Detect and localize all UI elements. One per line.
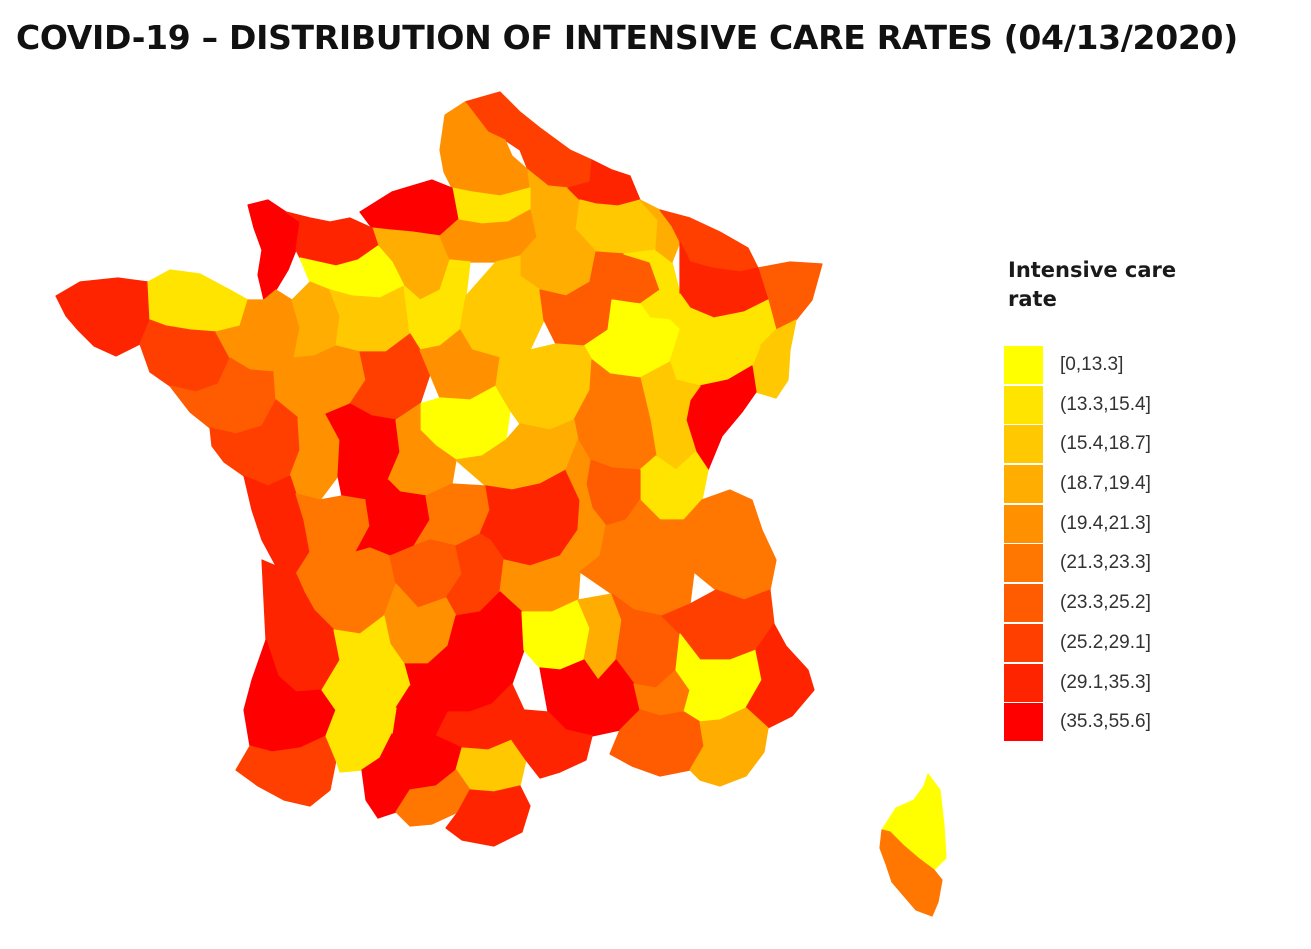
legend-swatch xyxy=(1004,584,1043,624)
legend-swatch xyxy=(1004,504,1043,544)
region-corse-du-sud xyxy=(879,829,943,917)
region-finistere xyxy=(55,277,151,357)
legend-item: (23.3,25.2] xyxy=(1004,584,1284,624)
legend-label: (25.2,29.1] xyxy=(1060,631,1151,653)
legend-label: (15.4,18.7] xyxy=(1060,433,1151,455)
region-herault xyxy=(511,709,593,779)
legend-item: (25.2,29.1] xyxy=(1004,623,1284,664)
legend-label: (21.3,23.3] xyxy=(1060,552,1151,574)
legend-item: (15.4,18.7] xyxy=(1004,425,1284,465)
region-alpes-maritimes xyxy=(745,623,815,729)
region-pyrenees-orientales xyxy=(445,785,531,847)
legend-label: (18.7,19.4] xyxy=(1060,473,1151,495)
legend-swatch xyxy=(1004,346,1043,385)
legend-swatch xyxy=(1004,544,1043,584)
legend-item: [0,13.3] xyxy=(1004,346,1284,386)
legend-item: (13.3,15.4] xyxy=(1004,385,1284,426)
legend-label: (35.3,55.6] xyxy=(1060,711,1151,733)
region-seine-maritime xyxy=(359,179,459,237)
legend-item: (19.4,21.3] xyxy=(1004,504,1284,545)
legend-swatch xyxy=(1004,623,1043,663)
region-cotes-d-armor xyxy=(147,269,249,333)
legend-items: [0,13.3] (13.3,15.4] (15.4,18.7] (18.7,19.4… xyxy=(1004,346,1284,743)
region-var xyxy=(689,707,769,787)
legend-item: (35.3,55.6] xyxy=(1004,703,1284,743)
legend-label: [0,13.3] xyxy=(1060,354,1124,375)
legend-item: (18.7,19.4] xyxy=(1004,465,1284,505)
map-title: COVID-19 – DISTRIBUTION OF INTENSIVE CAR… xyxy=(16,18,1238,57)
department-regions xyxy=(55,91,947,917)
legend-label: (29.1,35.3] xyxy=(1060,671,1151,693)
legend-swatch xyxy=(1004,663,1043,703)
legend: Intensive care rate [0,13.3] (13.3,15.4] (… xyxy=(1004,256,1284,743)
legend-title: Intensive care rate xyxy=(1008,258,1177,311)
legend-swatch xyxy=(1004,465,1043,505)
legend-swatch xyxy=(1004,425,1043,465)
legend-label: (23.3,25.2] xyxy=(1060,592,1151,614)
legend-label: (19.4,21.3] xyxy=(1060,512,1151,534)
legend-item: (21.3,23.3] xyxy=(1004,544,1284,584)
legend-swatch xyxy=(1004,385,1043,425)
region-manche xyxy=(247,199,301,301)
region-pyrenees-atlantiques xyxy=(235,735,337,807)
legend-label: (13.3,15.4] xyxy=(1060,393,1151,415)
legend-swatch xyxy=(1004,703,1043,743)
legend-item: (29.1,35.3] xyxy=(1004,663,1284,704)
